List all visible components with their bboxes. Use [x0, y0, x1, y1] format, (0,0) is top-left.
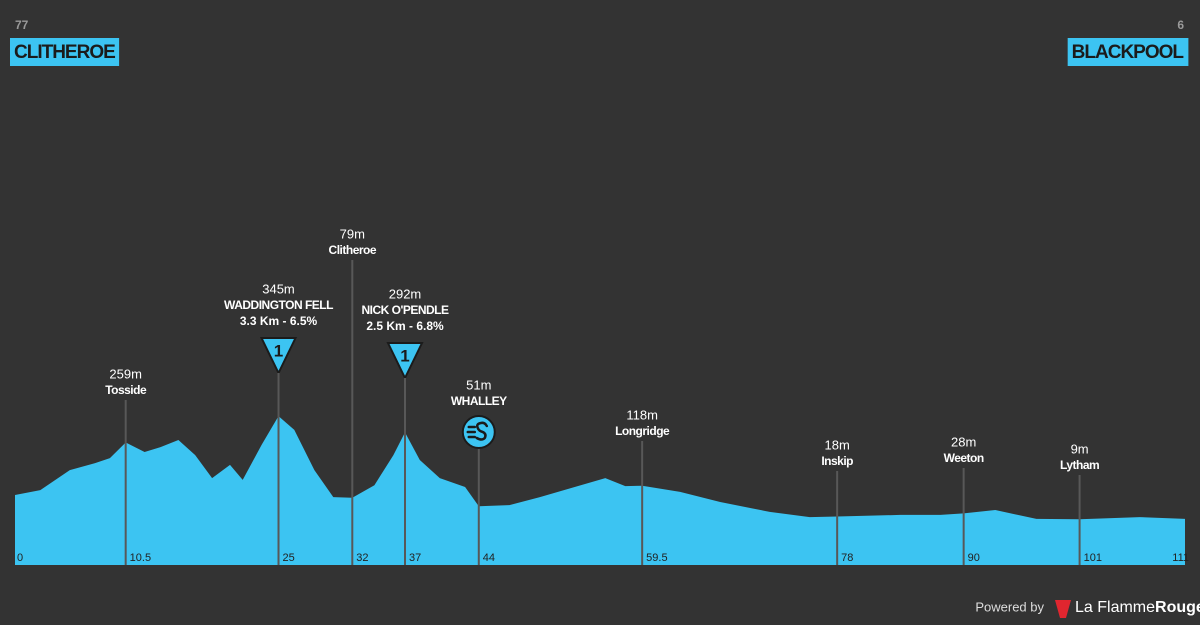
brand: La FlammeRouge	[1075, 599, 1200, 616]
profile: 0 10.5 25 32 37 44 59.5 78 90 101 111 259m Tosside 34…	[15, 226, 1189, 565]
marker-name: WHALLEY	[451, 394, 507, 408]
finish-name: BLACKPOOL	[1072, 42, 1185, 63]
marker-elevation: 18m	[825, 437, 850, 452]
km-label: 44	[483, 552, 495, 564]
marker-elevation: 79m	[340, 226, 365, 241]
marker-elevation: 292m	[389, 286, 422, 301]
marker-elevation: 28m	[951, 434, 976, 449]
marker-name: Tosside	[105, 383, 147, 397]
km-label: 59.5	[646, 552, 667, 564]
marker-name: WADDINGTON FELL	[224, 298, 333, 312]
km-label: 101	[1084, 552, 1102, 564]
marker-detail: 2.5 Km - 6.8%	[366, 319, 444, 333]
powered-by: Powered by	[975, 599, 1044, 614]
finish-number: 6	[1177, 18, 1184, 32]
kom-category: 1	[400, 346, 409, 365]
marker-name: Inskip	[821, 454, 853, 468]
marker-elevation: 51m	[466, 377, 491, 392]
brand-logo	[1055, 600, 1071, 618]
km-label: 78	[841, 552, 853, 564]
brand-bold: Rouge	[1155, 599, 1200, 616]
finish-box	[1067, 38, 1189, 66]
marker-elevation: 259m	[109, 366, 142, 381]
marker-name: Lytham	[1060, 458, 1099, 472]
marker-elevation: 118m	[626, 407, 658, 422]
km-label: 32	[356, 552, 368, 564]
km-label: 37	[409, 552, 421, 564]
start-name: CLITHEROE	[14, 42, 115, 63]
kom-icon	[386, 342, 424, 381]
marker-name: NICK O'PENDLE	[361, 303, 449, 317]
start-box	[10, 38, 120, 66]
marker-elevation: 345m	[262, 281, 295, 296]
marker-name: Weeton	[944, 451, 984, 465]
km-label: 90	[968, 552, 980, 564]
marker-name: Clitheroe	[329, 243, 377, 257]
brand-light: La Flamme	[1075, 599, 1155, 616]
marker-name: Longridge	[615, 424, 670, 438]
kom-icon	[259, 337, 298, 376]
elevation-area	[15, 416, 1185, 565]
marker-detail: 3.3 Km - 6.5%	[240, 314, 318, 328]
marker-elevation: 9m	[1071, 441, 1089, 456]
sprint-glyph	[466, 421, 489, 441]
km-label: 10.5	[130, 552, 151, 564]
km-label: 25	[283, 552, 295, 564]
km-label: 0	[17, 552, 23, 564]
km-label: 111	[1172, 552, 1189, 564]
kom-category: 1	[274, 341, 283, 360]
start-number: 77	[15, 18, 29, 32]
